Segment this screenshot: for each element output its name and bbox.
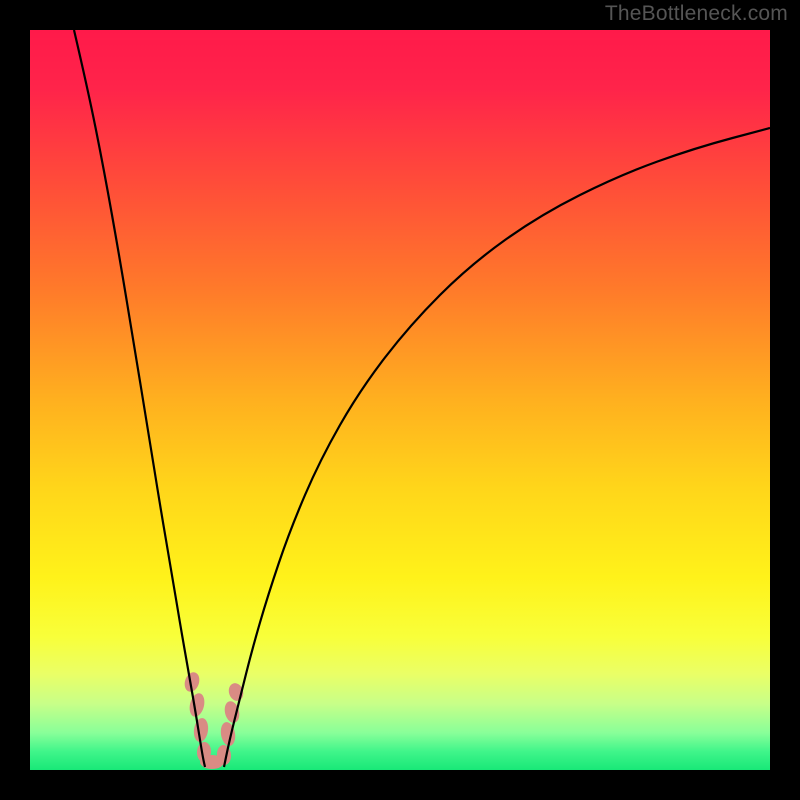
figure-root: TheBottleneck.com: [0, 0, 800, 800]
marker-blob: [187, 692, 206, 719]
curve-right-branch: [224, 128, 770, 767]
plot-area: [30, 30, 770, 770]
marker-blob: [192, 717, 209, 743]
curve-left-branch: [74, 30, 205, 767]
bottleneck-curve: [30, 30, 770, 770]
